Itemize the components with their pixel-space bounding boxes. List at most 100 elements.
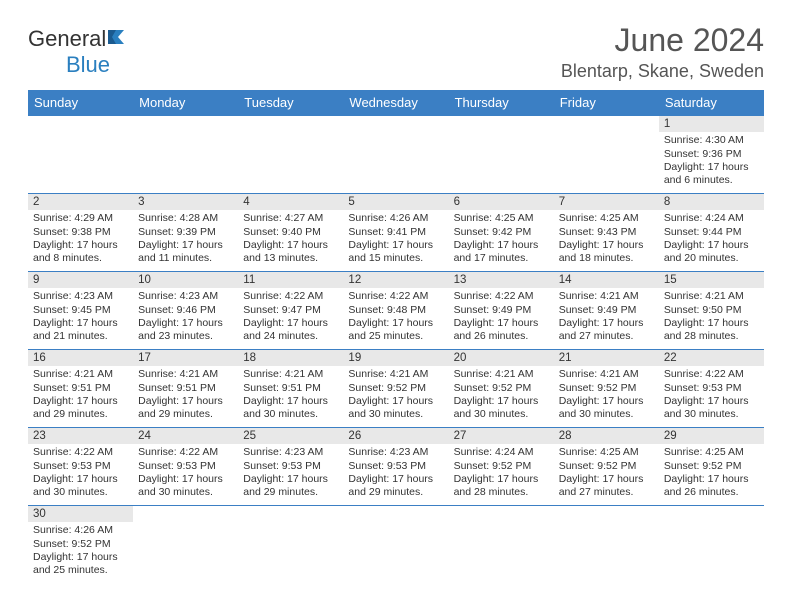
day-number: 2 [28, 194, 133, 210]
day-details: Sunrise: 4:22 AMSunset: 9:47 PMDaylight:… [243, 290, 338, 343]
day-details: Sunrise: 4:23 AMSunset: 9:53 PMDaylight:… [348, 446, 443, 499]
day-details: Sunrise: 4:22 AMSunset: 9:53 PMDaylight:… [138, 446, 233, 499]
day-number: 12 [343, 272, 448, 288]
calendar-day-cell: 13 Sunrise: 4:22 AMSunset: 9:49 PMDayligh… [449, 272, 554, 350]
calendar-day-cell: 12 Sunrise: 4:22 AMSunset: 9:48 PMDayligh… [343, 272, 448, 350]
weekday-header: Tuesday [238, 90, 343, 116]
calendar-day-cell: 22 Sunrise: 4:22 AMSunset: 9:53 PMDayligh… [659, 350, 764, 428]
location-text: Blentarp, Skane, Sweden [561, 61, 764, 82]
day-details: Sunrise: 4:25 AMSunset: 9:52 PMDaylight:… [664, 446, 759, 499]
calendar-day-cell [133, 506, 238, 583]
day-details: Sunrise: 4:25 AMSunset: 9:43 PMDaylight:… [559, 212, 654, 265]
calendar-day-cell: 2 Sunrise: 4:29 AMSunset: 9:38 PMDaylight… [28, 194, 133, 272]
day-number: 16 [28, 350, 133, 366]
day-details: Sunrise: 4:22 AMSunset: 9:49 PMDaylight:… [454, 290, 549, 343]
calendar-day-cell [343, 116, 448, 194]
day-details: Sunrise: 4:22 AMSunset: 9:53 PMDaylight:… [33, 446, 128, 499]
day-number: 11 [238, 272, 343, 288]
day-number: 22 [659, 350, 764, 366]
day-details: Sunrise: 4:21 AMSunset: 9:49 PMDaylight:… [559, 290, 654, 343]
day-number: 26 [343, 428, 448, 444]
calendar-day-cell: 18 Sunrise: 4:21 AMSunset: 9:51 PMDayligh… [238, 350, 343, 428]
day-details: Sunrise: 4:28 AMSunset: 9:39 PMDaylight:… [138, 212, 233, 265]
day-number: 27 [449, 428, 554, 444]
logo-text-blue: Blue [66, 52, 110, 77]
calendar-day-cell: 26 Sunrise: 4:23 AMSunset: 9:53 PMDayligh… [343, 428, 448, 506]
calendar-week-row: 16 Sunrise: 4:21 AMSunset: 9:51 PMDayligh… [28, 350, 764, 428]
month-title: June 2024 [561, 22, 764, 59]
weekday-header-row: Sunday Monday Tuesday Wednesday Thursday… [28, 90, 764, 116]
calendar-day-cell: 25Sunrise: 4:23 AMSunset: 9:53 PMDayligh… [238, 428, 343, 506]
day-number: 21 [554, 350, 659, 366]
logo-flag-icon [108, 26, 134, 51]
calendar-day-cell [238, 506, 343, 583]
calendar-week-row: 9 Sunrise: 4:23 AMSunset: 9:45 PMDaylight… [28, 272, 764, 350]
day-number: 24 [133, 428, 238, 444]
calendar-day-cell [238, 116, 343, 194]
calendar-day-cell: 23 Sunrise: 4:22 AMSunset: 9:53 PMDayligh… [28, 428, 133, 506]
day-details: Sunrise: 4:21 AMSunset: 9:52 PMDaylight:… [559, 368, 654, 421]
calendar-day-cell: 20Sunrise: 4:21 AMSunset: 9:52 PMDayligh… [449, 350, 554, 428]
day-details: Sunrise: 4:30 AMSunset: 9:36 PMDaylight:… [664, 134, 759, 187]
page-header: GeneralBlue June 2024 Blentarp, Skane, S… [28, 22, 764, 82]
weekday-header: Saturday [659, 90, 764, 116]
calendar-day-cell: 10 Sunrise: 4:23 AMSunset: 9:46 PMDayligh… [133, 272, 238, 350]
day-details: Sunrise: 4:22 AMSunset: 9:48 PMDaylight:… [348, 290, 443, 343]
calendar-day-cell: 4Sunrise: 4:27 AMSunset: 9:40 PMDaylight… [238, 194, 343, 272]
calendar-day-cell: 11 Sunrise: 4:22 AMSunset: 9:47 PMDayligh… [238, 272, 343, 350]
calendar-day-cell [659, 506, 764, 583]
calendar-day-cell: 29 Sunrise: 4:25 AMSunset: 9:52 PMDayligh… [659, 428, 764, 506]
calendar-day-cell [449, 116, 554, 194]
weekday-header: Wednesday [343, 90, 448, 116]
weekday-header: Thursday [449, 90, 554, 116]
calendar-day-cell: 8 Sunrise: 4:24 AMSunset: 9:44 PMDaylight… [659, 194, 764, 272]
day-details: Sunrise: 4:24 AMSunset: 9:44 PMDaylight:… [664, 212, 759, 265]
day-details: Sunrise: 4:21 AMSunset: 9:51 PMDaylight:… [243, 368, 338, 421]
day-number: 19 [343, 350, 448, 366]
day-details: Sunrise: 4:22 AMSunset: 9:53 PMDaylight:… [664, 368, 759, 421]
calendar-week-row: 23 Sunrise: 4:22 AMSunset: 9:53 PMDayligh… [28, 428, 764, 506]
day-number: 5 [343, 194, 448, 210]
calendar-day-cell: 3Sunrise: 4:28 AMSunset: 9:39 PMDaylight… [133, 194, 238, 272]
day-number: 1 [659, 116, 764, 132]
calendar-day-cell: 14Sunrise: 4:21 AMSunset: 9:49 PMDayligh… [554, 272, 659, 350]
day-details: Sunrise: 4:27 AMSunset: 9:40 PMDaylight:… [243, 212, 338, 265]
day-number: 20 [449, 350, 554, 366]
day-number: 9 [28, 272, 133, 288]
title-block: June 2024 Blentarp, Skane, Sweden [561, 22, 764, 82]
day-details: Sunrise: 4:29 AMSunset: 9:38 PMDaylight:… [33, 212, 128, 265]
calendar-day-cell: 30 Sunrise: 4:26 AMSunset: 9:52 PMDayligh… [28, 506, 133, 583]
day-number: 6 [449, 194, 554, 210]
day-number: 13 [449, 272, 554, 288]
calendar-day-cell: 17Sunrise: 4:21 AMSunset: 9:51 PMDayligh… [133, 350, 238, 428]
calendar-day-cell [554, 116, 659, 194]
calendar-day-cell: 24 Sunrise: 4:22 AMSunset: 9:53 PMDayligh… [133, 428, 238, 506]
calendar-day-cell [554, 506, 659, 583]
day-number: 30 [28, 506, 133, 522]
calendar-day-cell: 6 Sunrise: 4:25 AMSunset: 9:42 PMDaylight… [449, 194, 554, 272]
calendar-day-cell [449, 506, 554, 583]
day-details: Sunrise: 4:25 AMSunset: 9:42 PMDaylight:… [454, 212, 549, 265]
calendar-day-cell: 19 Sunrise: 4:21 AMSunset: 9:52 PMDayligh… [343, 350, 448, 428]
day-number: 7 [554, 194, 659, 210]
day-details: Sunrise: 4:23 AMSunset: 9:46 PMDaylight:… [138, 290, 233, 343]
weekday-header: Friday [554, 90, 659, 116]
day-details: Sunrise: 4:21 AMSunset: 9:51 PMDaylight:… [33, 368, 128, 421]
day-details: Sunrise: 4:21 AMSunset: 9:50 PMDaylight:… [664, 290, 759, 343]
day-number: 8 [659, 194, 764, 210]
calendar-week-row: 1 Sunrise: 4:30 AMSunset: 9:36 PMDaylight… [28, 116, 764, 194]
day-number: 23 [28, 428, 133, 444]
calendar-day-cell: 1 Sunrise: 4:30 AMSunset: 9:36 PMDaylight… [659, 116, 764, 194]
calendar-table: Sunday Monday Tuesday Wednesday Thursday… [28, 90, 764, 583]
calendar-week-row: 30 Sunrise: 4:26 AMSunset: 9:52 PMDayligh… [28, 506, 764, 583]
weekday-header: Monday [133, 90, 238, 116]
calendar-day-cell: 28Sunrise: 4:25 AMSunset: 9:52 PMDayligh… [554, 428, 659, 506]
day-number: 18 [238, 350, 343, 366]
day-number: 15 [659, 272, 764, 288]
day-details: Sunrise: 4:23 AMSunset: 9:45 PMDaylight:… [33, 290, 128, 343]
calendar-day-cell: 27Sunrise: 4:24 AMSunset: 9:52 PMDayligh… [449, 428, 554, 506]
day-number: 10 [133, 272, 238, 288]
day-details: Sunrise: 4:26 AMSunset: 9:52 PMDaylight:… [33, 524, 128, 577]
day-details: Sunrise: 4:21 AMSunset: 9:52 PMDaylight:… [348, 368, 443, 421]
day-number: 29 [659, 428, 764, 444]
